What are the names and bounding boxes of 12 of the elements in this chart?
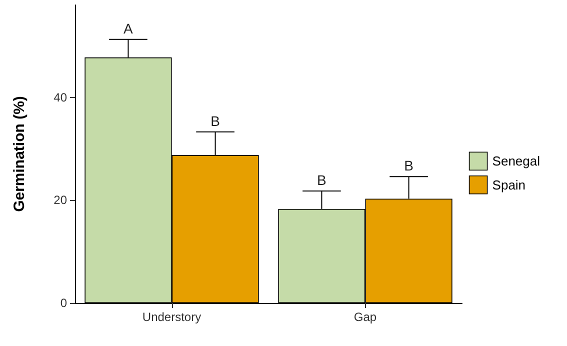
annotation: B	[404, 158, 414, 174]
legend-label: Senegal	[492, 154, 540, 169]
y-axis-title: Germination (%)	[11, 96, 28, 212]
x-tick-label: Gap	[354, 310, 377, 324]
y-tick-label: 0	[60, 296, 68, 310]
x-tick-label: Understory	[142, 310, 202, 324]
y-tick-label: 20	[54, 193, 68, 208]
legend-label: Spain	[492, 177, 526, 192]
y-tick-label: 40	[54, 90, 68, 104]
annotation: A	[124, 20, 134, 36]
annotation: B	[210, 112, 220, 129]
annotation: B	[317, 172, 326, 188]
